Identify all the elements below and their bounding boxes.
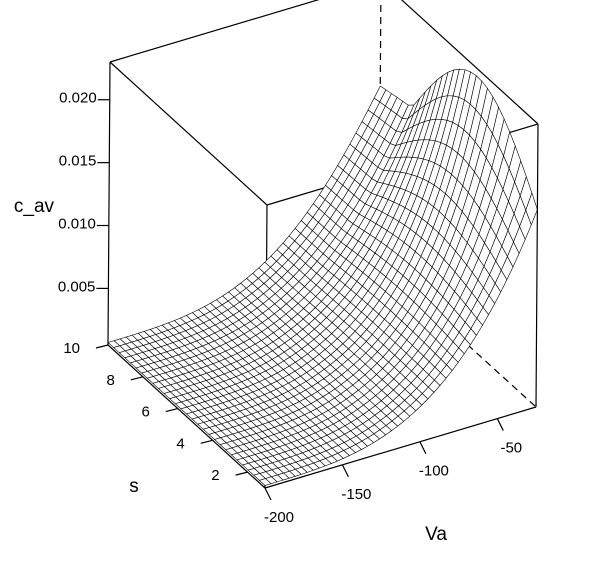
box-edge bbox=[107, 344, 266, 489]
y-tick bbox=[165, 407, 178, 413]
z-tick-label: 0.015 bbox=[59, 153, 97, 170]
y-tick-label: 2 bbox=[211, 467, 219, 484]
x-axis-title: Va bbox=[425, 524, 447, 545]
x-tick-label: -50 bbox=[500, 440, 522, 457]
y-axis-title: s bbox=[129, 476, 139, 497]
box-edge bbox=[109, 0, 320, 63]
z-tick-label: 0.010 bbox=[58, 215, 96, 232]
z-axis-title: c_av bbox=[14, 196, 55, 217]
y-tick-label: 10 bbox=[63, 340, 80, 357]
y-tick bbox=[130, 376, 144, 381]
x-tick bbox=[341, 464, 349, 478]
x-tick bbox=[264, 487, 272, 501]
x-tick-label: -150 bbox=[341, 486, 371, 503]
box-front-edges bbox=[107, 123, 539, 489]
y-tick-label: 6 bbox=[141, 404, 149, 421]
box-edge bbox=[400, 0, 539, 125]
box-edge bbox=[264, 406, 537, 489]
surface-mesh bbox=[107, 68, 538, 486]
box-edge bbox=[109, 61, 268, 206]
y-tick bbox=[235, 471, 248, 476]
x-tick bbox=[496, 418, 504, 431]
y-tick bbox=[95, 344, 109, 349]
z-tick-label: 0.020 bbox=[59, 90, 97, 107]
x-tick-label: -200 bbox=[264, 509, 294, 526]
box-edge bbox=[535, 123, 539, 408]
z-tick-label: 0.005 bbox=[58, 278, 96, 295]
x-tick-label: -100 bbox=[419, 463, 449, 480]
y-tick-label: 4 bbox=[176, 435, 184, 452]
axes: -200 -150 -100 -50 2 4 6 8 10 0.005 0.010 0.015 0.02… bbox=[58, 90, 522, 526]
y-tick-label: 8 bbox=[107, 372, 115, 389]
x-tick bbox=[419, 441, 427, 454]
box-edge bbox=[107, 61, 111, 346]
y-tick bbox=[200, 439, 213, 444]
surface-facet bbox=[258, 478, 272, 486]
